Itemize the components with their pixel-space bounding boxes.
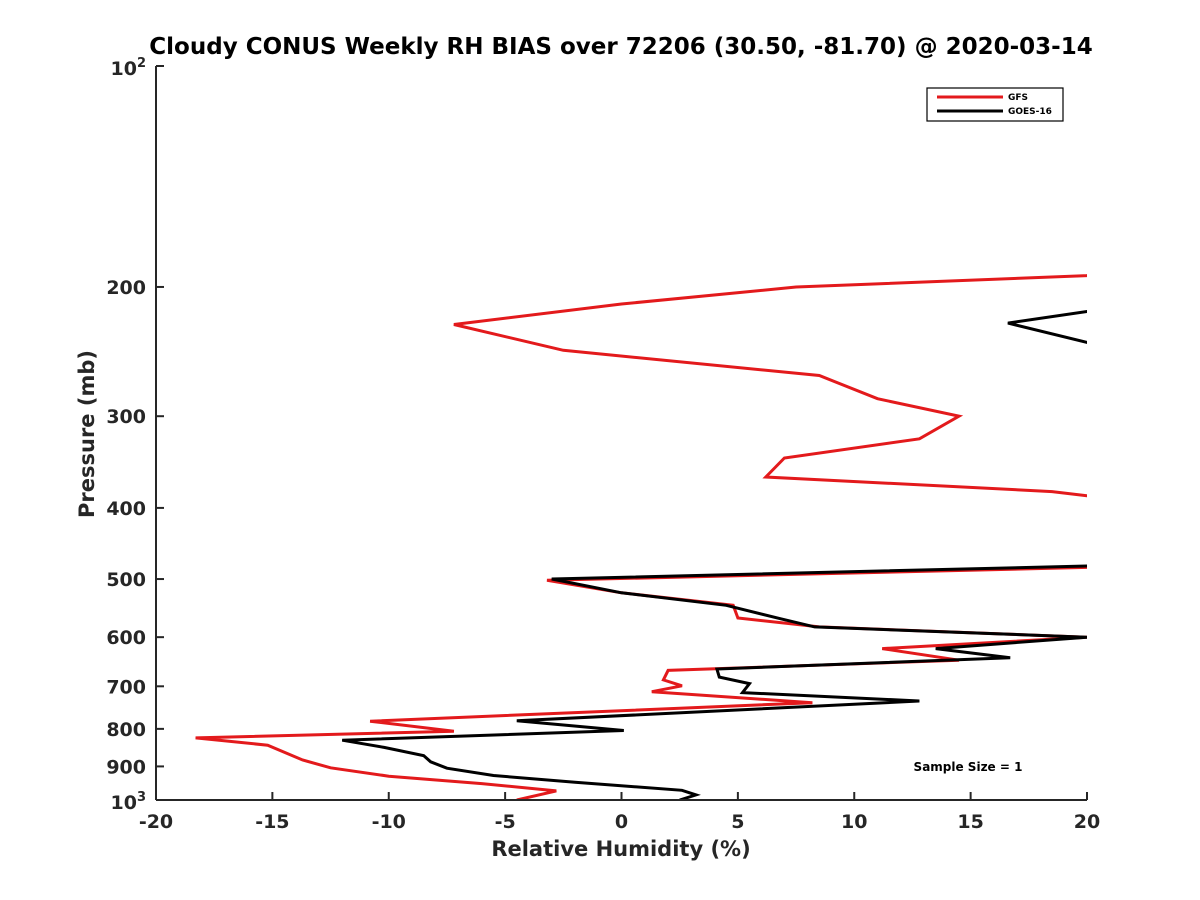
x-axis-label: Relative Humidity (%) — [491, 837, 750, 861]
y-tick-label: 900 — [106, 756, 146, 778]
series-layer — [195, 274, 1087, 800]
x-tick-label: -5 — [495, 811, 516, 833]
x-tick-label: -15 — [255, 811, 289, 833]
axes-layer — [155, 66, 1087, 801]
x-tick-label: 5 — [731, 811, 744, 833]
y-tick-label-bottom: 103 — [111, 790, 147, 814]
y-axis-label: Pressure (mb) — [75, 350, 99, 518]
chart-title: Cloudy CONUS Weekly RH BIAS over 72206 (… — [149, 34, 1092, 60]
y-tick-label: 500 — [106, 569, 146, 591]
y-tick-label-top: 102 — [111, 56, 147, 80]
x-tick-label: 20 — [1074, 811, 1100, 833]
y-tick-label: 200 — [106, 277, 146, 299]
y-tick-label: 300 — [106, 406, 146, 428]
y-tick-label: 800 — [106, 719, 146, 741]
y-tick-label: 600 — [106, 627, 146, 649]
series-line-goes16 — [341, 309, 1087, 800]
y-tick-label: 700 — [106, 676, 146, 698]
legend: GFS GOES-16 — [926, 87, 1064, 122]
x-tick-label: -10 — [372, 811, 406, 833]
y-tick-label: 400 — [106, 498, 146, 520]
ticks-layer: -20 -15 -10 -5 0 5 10 15 20 200 300 400 500 600 700 800… — [106, 56, 1100, 833]
sample-size-annotation: Sample Size = 1 — [914, 760, 1023, 774]
x-tick-label: 10 — [841, 811, 867, 833]
series-line-gfs — [195, 274, 1087, 800]
x-tick-label: -20 — [139, 811, 173, 833]
x-tick-label: 0 — [615, 811, 628, 833]
legend-box — [926, 87, 1064, 122]
x-tick-label: 15 — [957, 811, 983, 833]
legend-label-gfs: GFS — [1008, 93, 1028, 103]
legend-label-goes16: GOES-16 — [1008, 107, 1052, 117]
